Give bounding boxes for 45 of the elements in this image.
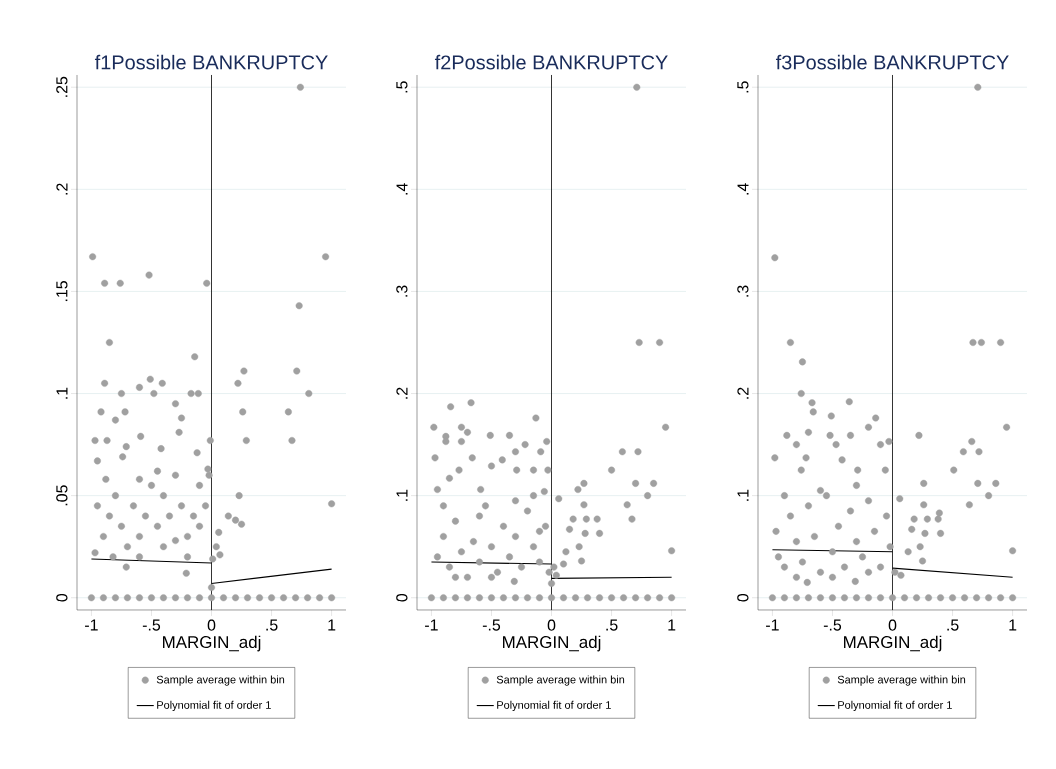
y-tick-label: .4 [396,183,408,195]
x-tick-label: 0 [207,619,216,631]
chart-title: f1Possible BANKRUPTCY [94,54,328,70]
x-tick-label: -1 [766,619,779,631]
x-tick-label: .5 [606,619,618,631]
y-tick-label: .5 [737,81,749,93]
y-tick-label: .1 [737,489,749,501]
legend-label: Sample average within bin [496,675,625,686]
y-tick-label: .2 [396,387,408,399]
x-tick-label: 1 [328,619,336,631]
chart-title: f2Possible BANKRUPTCY [434,54,668,70]
legend-label: Sample average within bin [837,675,966,686]
x-tick-label: .5 [947,619,959,631]
x-tick-label: 0 [888,619,897,631]
x-axis-title: MARGIN_adj [844,635,942,652]
y-tick-label: 0 [396,593,408,602]
legend-label: Polynomial fit of order 1 [157,700,271,712]
y-tick-label: .25 [56,76,68,97]
x-tick-label: 1 [668,619,676,631]
legend-label: Sample average within bin [156,675,285,686]
x-tick-label: -1 [425,619,438,631]
y-tick-label: 0 [56,593,68,602]
y-tick-label: .05 [56,485,68,506]
x-tick-label: 0 [547,619,556,631]
y-tick-label: .5 [396,81,408,93]
x-tick-label: -.5 [142,619,161,631]
x-tick-label: -.5 [482,619,501,631]
chart-title: f3Possible BANKRUPTCY [775,54,1009,70]
x-tick-label: .5 [266,619,278,631]
legend-label: Polynomial fit of order 1 [838,700,952,712]
x-tick-label: 1 [1009,619,1017,631]
y-tick-label: .4 [737,183,749,195]
x-axis-title: MARGIN_adj [503,635,601,652]
x-tick-label: -.5 [823,619,842,631]
y-tick-label: .3 [396,285,408,297]
legend-label: Polynomial fit of order 1 [497,700,611,712]
y-tick-label: .2 [737,387,749,399]
y-tick-label: .15 [56,281,68,302]
y-tick-label: 0 [737,593,749,602]
y-tick-label: .3 [737,285,749,297]
y-tick-label: .1 [56,387,68,399]
y-tick-label: .2 [56,183,68,195]
y-tick-label: .1 [396,489,408,501]
x-tick-label: -1 [85,619,98,631]
x-axis-title: MARGIN_adj [163,635,261,652]
